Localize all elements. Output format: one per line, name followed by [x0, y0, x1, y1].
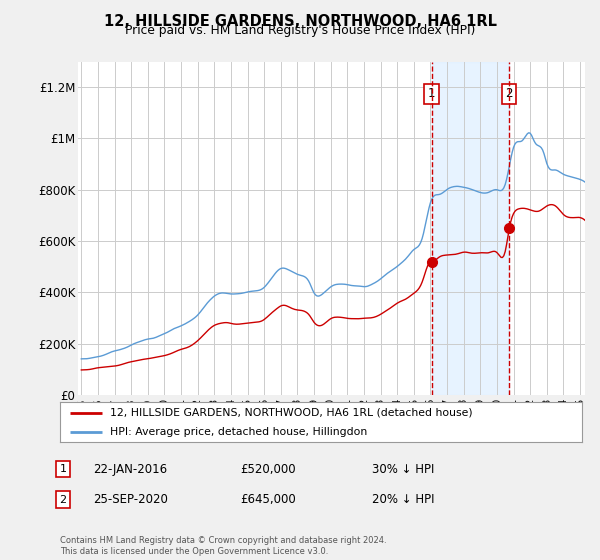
Text: 25-SEP-2020: 25-SEP-2020 [93, 493, 168, 506]
Text: £645,000: £645,000 [240, 493, 296, 506]
Text: £520,000: £520,000 [240, 463, 296, 476]
Text: 1: 1 [428, 87, 436, 100]
Bar [431, 62, 509, 395]
Text: 20% ↓ HPI: 20% ↓ HPI [372, 493, 434, 506]
Text: 22-JAN-2016: 22-JAN-2016 [93, 463, 167, 476]
Text: 2: 2 [59, 494, 67, 505]
Text: 12, HILLSIDE GARDENS, NORTHWOOD, HA6 1RL: 12, HILLSIDE GARDENS, NORTHWOOD, HA6 1RL [104, 14, 497, 29]
Text: 2: 2 [505, 87, 513, 100]
Text: HPI: Average price, detached house, Hillingdon: HPI: Average price, detached house, Hill… [110, 427, 367, 436]
Text: Contains HM Land Registry data © Crown copyright and database right 2024.
This d: Contains HM Land Registry data © Crown c… [60, 536, 386, 556]
Text: 12, HILLSIDE GARDENS, NORTHWOOD, HA6 1RL (detached house): 12, HILLSIDE GARDENS, NORTHWOOD, HA6 1RL… [110, 408, 472, 418]
Text: 30% ↓ HPI: 30% ↓ HPI [372, 463, 434, 476]
Text: Price paid vs. HM Land Registry's House Price Index (HPI): Price paid vs. HM Land Registry's House … [125, 24, 475, 37]
Text: 1: 1 [59, 464, 67, 474]
